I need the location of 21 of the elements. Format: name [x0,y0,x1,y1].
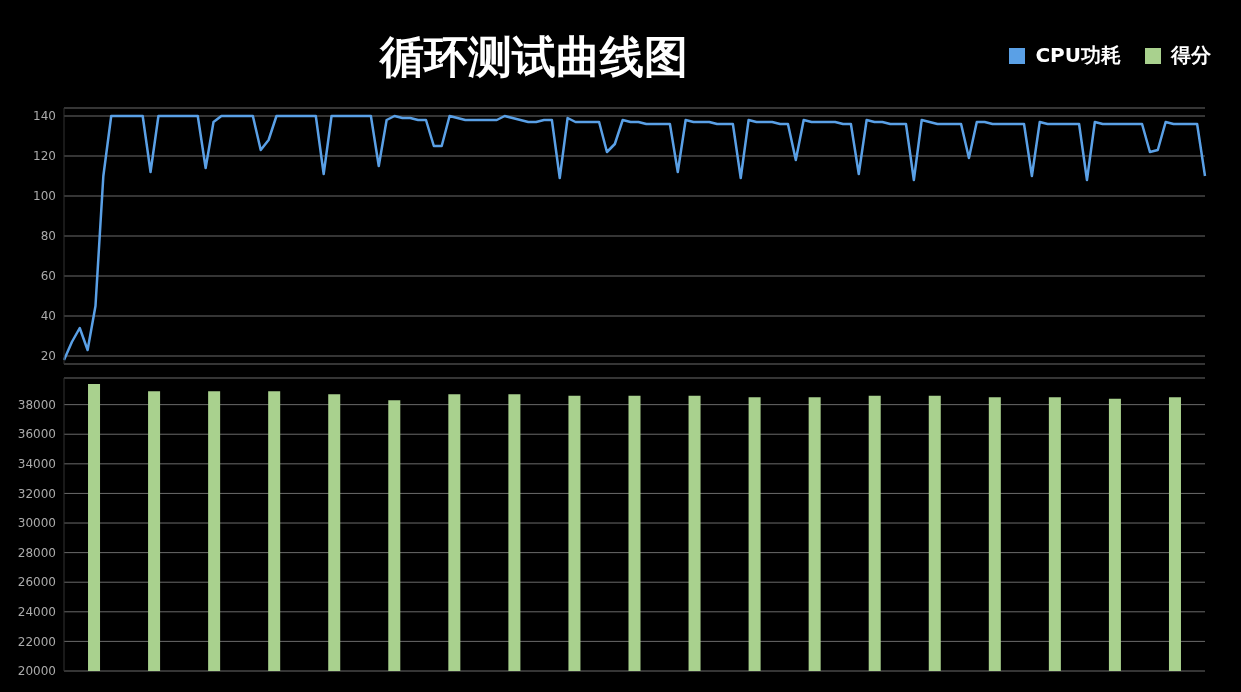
y-tick-label: 26000 [17,575,56,590]
y-tick-label: 32000 [17,486,56,501]
y-tick-label: 60 [40,269,56,284]
y-tick-label: 140 [33,109,56,124]
y-tick-label: 20000 [17,664,56,679]
line-series [62,114,1207,362]
chart-title: 循环测试曲线图 [380,30,688,84]
y-tick-label: 28000 [17,545,56,560]
y-tick-label: 120 [33,149,56,164]
y-tick-label: 38000 [17,397,56,412]
y-tick-label: 34000 [17,457,56,472]
y-tick-label: 24000 [17,605,56,620]
legend-label: CPU功耗 [1035,42,1121,69]
legend-label: 得分 [1171,42,1211,69]
y-tick-label: 22000 [17,634,56,649]
y-tick-label: 80 [40,229,56,244]
y-tick-label: 20 [40,349,56,364]
y-tick-label: 40 [40,309,56,324]
y-tick-label: 36000 [17,427,56,442]
y-tick-label: 100 [33,189,56,204]
y-tick-label: 30000 [17,516,56,531]
